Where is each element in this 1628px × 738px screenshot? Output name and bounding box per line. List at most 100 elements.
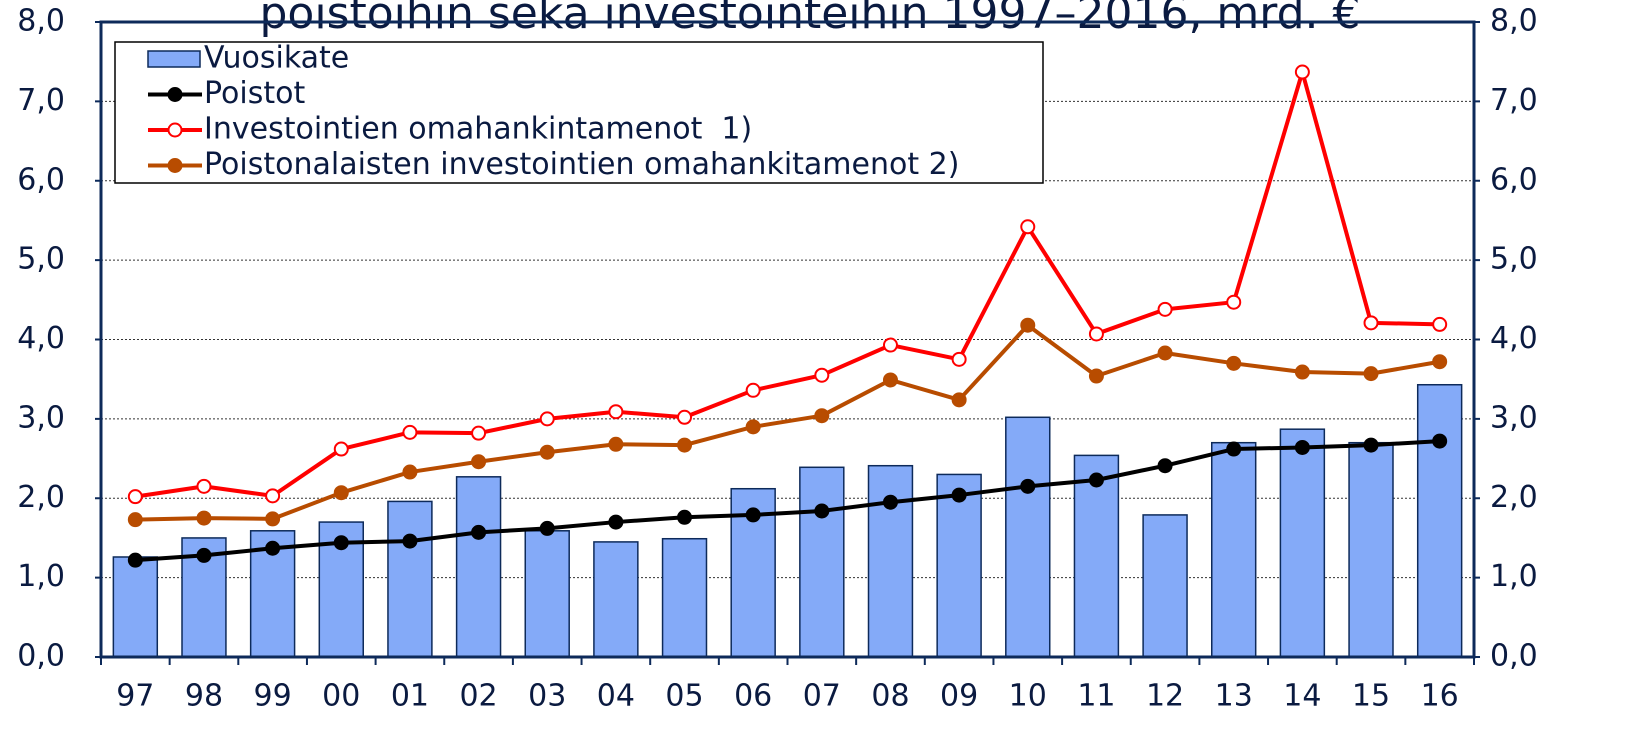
marker — [1432, 354, 1448, 370]
marker — [471, 425, 487, 441]
y-tick-label: 1,0 — [17, 559, 65, 594]
marker — [745, 507, 761, 523]
marker — [402, 464, 418, 480]
marker — [1363, 437, 1379, 453]
x-tick-label: 13 — [1215, 679, 1253, 714]
marker — [951, 487, 967, 503]
chart-title: poistoihin sekä investointeihin 1997–201… — [260, 0, 1361, 39]
x-tick-label: 02 — [459, 679, 497, 714]
y2-tick-label: 0,0 — [1490, 639, 1538, 674]
marker — [402, 424, 418, 440]
marker — [1020, 478, 1036, 494]
bar — [1073, 454, 1120, 658]
bar — [661, 537, 708, 658]
x-tick-label: 04 — [597, 679, 635, 714]
legend-box — [114, 41, 1044, 184]
marker — [1088, 326, 1104, 342]
legend-swatch — [147, 50, 201, 68]
marker — [608, 404, 624, 420]
marker — [1157, 458, 1173, 474]
line — [135, 70, 1440, 499]
marker — [1226, 294, 1242, 310]
y-tick-label: 6,0 — [17, 162, 65, 197]
legend-marker — [167, 158, 183, 173]
x-tick-label: 12 — [1146, 679, 1184, 714]
x-tick-label: 09 — [940, 679, 978, 714]
marker — [1157, 301, 1173, 317]
marker — [1157, 345, 1173, 361]
x-tick-label: 99 — [254, 679, 292, 714]
x-tick-label: 07 — [803, 679, 841, 714]
marker — [196, 510, 212, 526]
marker — [333, 441, 349, 457]
marker — [677, 509, 693, 525]
bar — [1279, 428, 1326, 658]
marker — [745, 419, 761, 435]
marker — [127, 512, 143, 528]
marker — [1363, 366, 1379, 382]
marker — [127, 489, 143, 505]
marker — [1088, 368, 1104, 384]
bar — [1416, 383, 1463, 658]
bar — [387, 500, 433, 658]
bar — [1005, 416, 1051, 658]
y2-tick-label: 5,0 — [1490, 242, 1538, 277]
marker — [882, 494, 898, 510]
legend-label: Poistonalaisten investointien omahankita… — [204, 147, 959, 182]
marker — [1226, 355, 1242, 371]
y2-tick-label: 6,0 — [1490, 162, 1538, 197]
marker — [814, 367, 830, 383]
x-tick-label: 15 — [1352, 679, 1390, 714]
marker — [745, 382, 761, 398]
marker — [1020, 317, 1036, 333]
bar — [455, 476, 502, 658]
marker — [882, 372, 898, 388]
marker — [127, 552, 143, 568]
bar — [112, 556, 159, 658]
bar — [867, 464, 914, 658]
y-tick-label: 8,0 — [17, 4, 65, 39]
y-tick-label: 4,0 — [17, 321, 65, 356]
bar — [593, 541, 639, 658]
marker — [1432, 316, 1448, 332]
y-tick-label: 2,0 — [17, 480, 65, 515]
marker — [1294, 64, 1310, 80]
y2-tick-label: 1,0 — [1490, 559, 1538, 594]
x-tick-label: 14 — [1283, 679, 1321, 714]
x-tick-label: 05 — [665, 679, 703, 714]
x-tick-label: 01 — [391, 679, 429, 714]
marker — [333, 535, 349, 551]
marker — [1294, 439, 1310, 455]
marker — [196, 547, 212, 563]
marker — [814, 503, 830, 519]
bar — [1348, 441, 1394, 658]
x-tick-label: 03 — [528, 679, 566, 714]
line — [135, 439, 1440, 563]
marker — [265, 488, 281, 504]
marker — [677, 437, 693, 453]
y-tick-label: 3,0 — [17, 400, 65, 435]
marker — [1363, 315, 1379, 331]
marker — [333, 485, 349, 501]
marker — [1088, 472, 1104, 488]
marker — [539, 444, 555, 460]
marker — [814, 408, 830, 424]
x-tick-label: 97 — [116, 679, 154, 714]
marker — [265, 511, 281, 527]
marker — [1432, 433, 1448, 449]
legend-label: Poistot — [204, 76, 305, 111]
marker — [677, 409, 693, 425]
marker — [196, 478, 212, 494]
marker — [608, 514, 624, 530]
x-tick-label: 10 — [1009, 679, 1047, 714]
y-tick-label: 7,0 — [17, 83, 65, 118]
legend-label: Vuosikate — [204, 41, 349, 76]
x-tick-label: 08 — [871, 679, 909, 714]
marker — [1020, 219, 1036, 235]
marker — [471, 524, 487, 540]
y2-tick-label: 2,0 — [1490, 480, 1538, 515]
y-tick-label: 5,0 — [17, 242, 65, 277]
legend-marker — [167, 87, 183, 102]
